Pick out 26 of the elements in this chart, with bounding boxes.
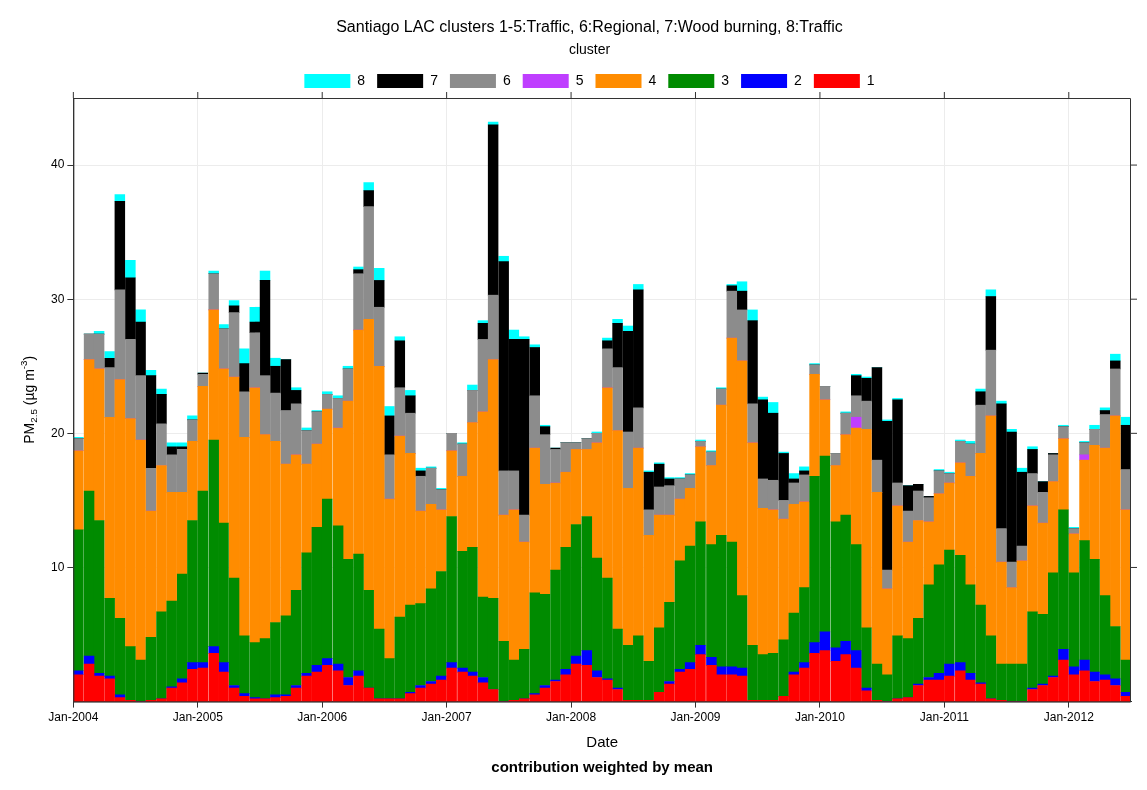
x-axis-title: Date bbox=[586, 733, 619, 751]
legend-title: cluster bbox=[568, 41, 611, 58]
chart-title: Santiago LAC clusters 1-5:Traffic, 6:Regional, 7:Wood burning, 8:Traffic bbox=[336, 18, 843, 36]
y-tick-label: 40 bbox=[50, 157, 65, 172]
legend-label: 2 bbox=[794, 71, 803, 88]
x-tick-label: Jan-2006 bbox=[297, 710, 348, 725]
legend-label: 1 bbox=[866, 71, 875, 88]
x-tick-label: Jan-2004 bbox=[48, 710, 99, 725]
y-tick-label: 10 bbox=[50, 559, 65, 574]
y-tick-label: 20 bbox=[50, 425, 65, 440]
x-tick-label: Jan-2007 bbox=[421, 710, 472, 725]
y-tick-label: 30 bbox=[50, 291, 65, 306]
y-axis-title: PM2.5 (µg m-3) bbox=[18, 355, 39, 444]
legend-label: 3 bbox=[721, 71, 730, 88]
legend-label: 7 bbox=[430, 71, 439, 88]
legend-label: 5 bbox=[575, 71, 584, 88]
x-tick-label: Jan-2010 bbox=[794, 710, 846, 725]
legend-label: 4 bbox=[648, 71, 657, 88]
x-tick-label: Jan-2011 bbox=[919, 710, 970, 725]
text: contribution weighted by mean bbox=[491, 758, 714, 776]
x-tick-label: Jan-2005 bbox=[172, 710, 224, 725]
legend-label: 8 bbox=[357, 71, 366, 88]
legend-label: 6 bbox=[502, 71, 511, 88]
x-tick-label: Jan-2012 bbox=[1043, 710, 1095, 725]
x-tick-label: Jan-2009 bbox=[670, 710, 721, 725]
x-tick-label: Jan-2008 bbox=[546, 710, 597, 725]
